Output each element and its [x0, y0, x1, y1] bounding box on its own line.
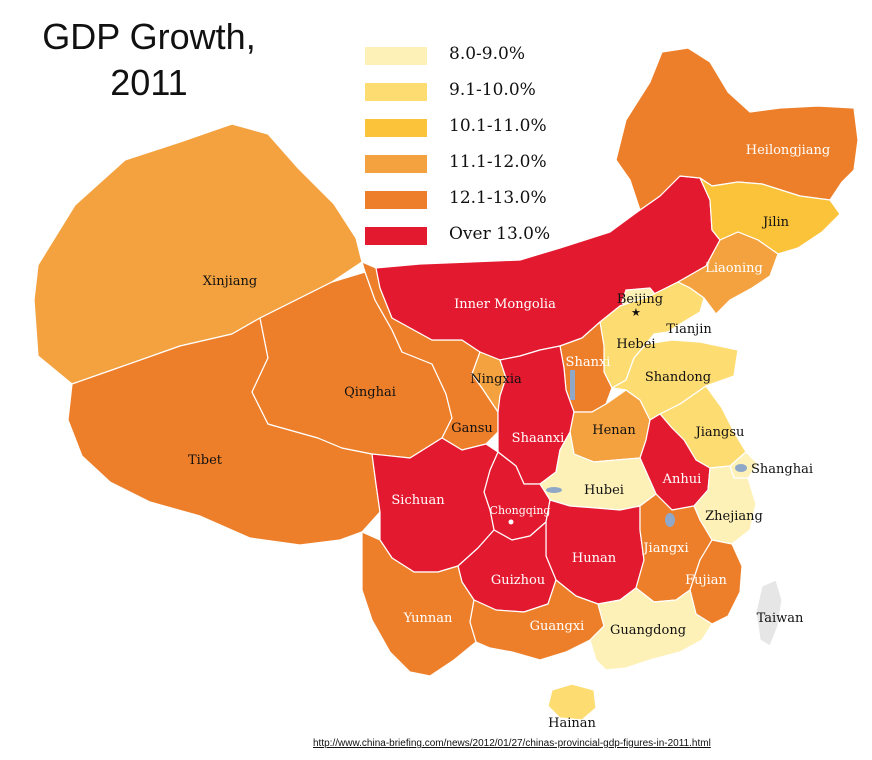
three-gorges-marker [546, 487, 562, 493]
region-fujian [689, 539, 743, 625]
region-hainan [547, 683, 597, 721]
label-jiangsu: Jiangsu [694, 425, 745, 440]
legend-label: 11.1-12.0% [449, 152, 547, 172]
label-guizhou: Guizhou [491, 573, 545, 588]
label-tianjin: Tianjin [666, 322, 712, 337]
legend-swatch [365, 227, 427, 245]
legend-label: 12.1-13.0% [449, 188, 547, 208]
region-shandong [611, 339, 739, 421]
label-zhejiang: Zhejiang [705, 509, 763, 524]
label-henan: Henan [592, 423, 636, 438]
label-chongqing: Chongqing [490, 504, 551, 517]
legend-swatch [365, 119, 427, 137]
title-line-1: GDP Growth, [42, 16, 256, 57]
label-ningxia: Ningxia [470, 372, 522, 387]
source-link[interactable]: http://www.china-briefing.com/news/2012/… [313, 738, 711, 749]
chongqing-city-dot [508, 519, 514, 525]
label-guangxi: Guangxi [530, 619, 585, 634]
label-heilongjiang: Heilongjiang [746, 143, 831, 158]
region-zhejiang [693, 465, 757, 545]
legend-swatch [365, 155, 427, 173]
region-yunnan [361, 531, 477, 677]
legend-swatch [365, 191, 427, 209]
label-yunnan: Yunnan [403, 611, 453, 626]
label-tibet: Tibet [188, 453, 223, 468]
map-title: GDP Growth, 2011 [14, 14, 284, 106]
label-beijing: Beijing [617, 292, 663, 307]
label-qinghai: Qinghai [344, 385, 396, 400]
lake-taihu-marker [665, 513, 675, 527]
label-jilin: Jilin [761, 215, 790, 230]
legend-swatch [365, 47, 427, 65]
yellow-river-marker [570, 370, 575, 400]
label-hainan: Hainan [548, 716, 596, 731]
legend-item-9-10: 9.1-10.0% [365, 80, 605, 104]
label-guangdong: Guangdong [610, 623, 686, 638]
label-shanxi: Shanxi [566, 355, 611, 370]
legend-item-11-12: 11.1-12.0% [365, 152, 605, 176]
lake-bohai-marker [735, 464, 747, 472]
title-line-2: 2011 [110, 62, 188, 103]
label-jiangxi: Jiangxi [641, 541, 688, 556]
label-shandong: Shandong [645, 370, 711, 385]
label-anhui: Anhui [662, 472, 702, 487]
label-xinjiang: Xinjiang [203, 274, 257, 289]
region-jilin [699, 177, 841, 255]
region-guangdong [589, 587, 713, 671]
legend-label: 9.1-10.0% [449, 80, 536, 100]
label-liaoning: Liaoning [705, 261, 763, 276]
legend-swatch [365, 83, 427, 101]
label-taiwan: Taiwan [757, 611, 804, 626]
label-hebei: Hebei [616, 337, 655, 352]
legend-item-over-13: Over 13.0% [365, 224, 605, 248]
legend-item-8-9: 8.0-9.0% [365, 44, 605, 68]
capital-star-icon: ★ [631, 306, 641, 319]
label-shanghai: Shanghai [751, 462, 813, 477]
legend-label: 10.1-11.0% [449, 116, 547, 136]
region-taiwan [755, 579, 783, 647]
label-gansu: Gansu [451, 421, 493, 436]
legend-label: 8.0-9.0% [449, 44, 525, 64]
label-fujian: Fujian [685, 573, 727, 588]
label-hubei: Hubei [584, 483, 624, 498]
label-inner-mongolia: Inner Mongolia [454, 297, 556, 312]
label-sichuan: Sichuan [391, 493, 445, 508]
water-features [546, 370, 747, 527]
legend-item-10-11: 10.1-11.0% [365, 116, 605, 140]
legend-item-12-13: 12.1-13.0% [365, 188, 605, 212]
label-hunan: Hunan [572, 551, 617, 566]
label-shaanxi: Shaanxi [512, 431, 565, 446]
legend-label: Over 13.0% [449, 224, 551, 244]
city-markers: ★ [508, 306, 641, 525]
